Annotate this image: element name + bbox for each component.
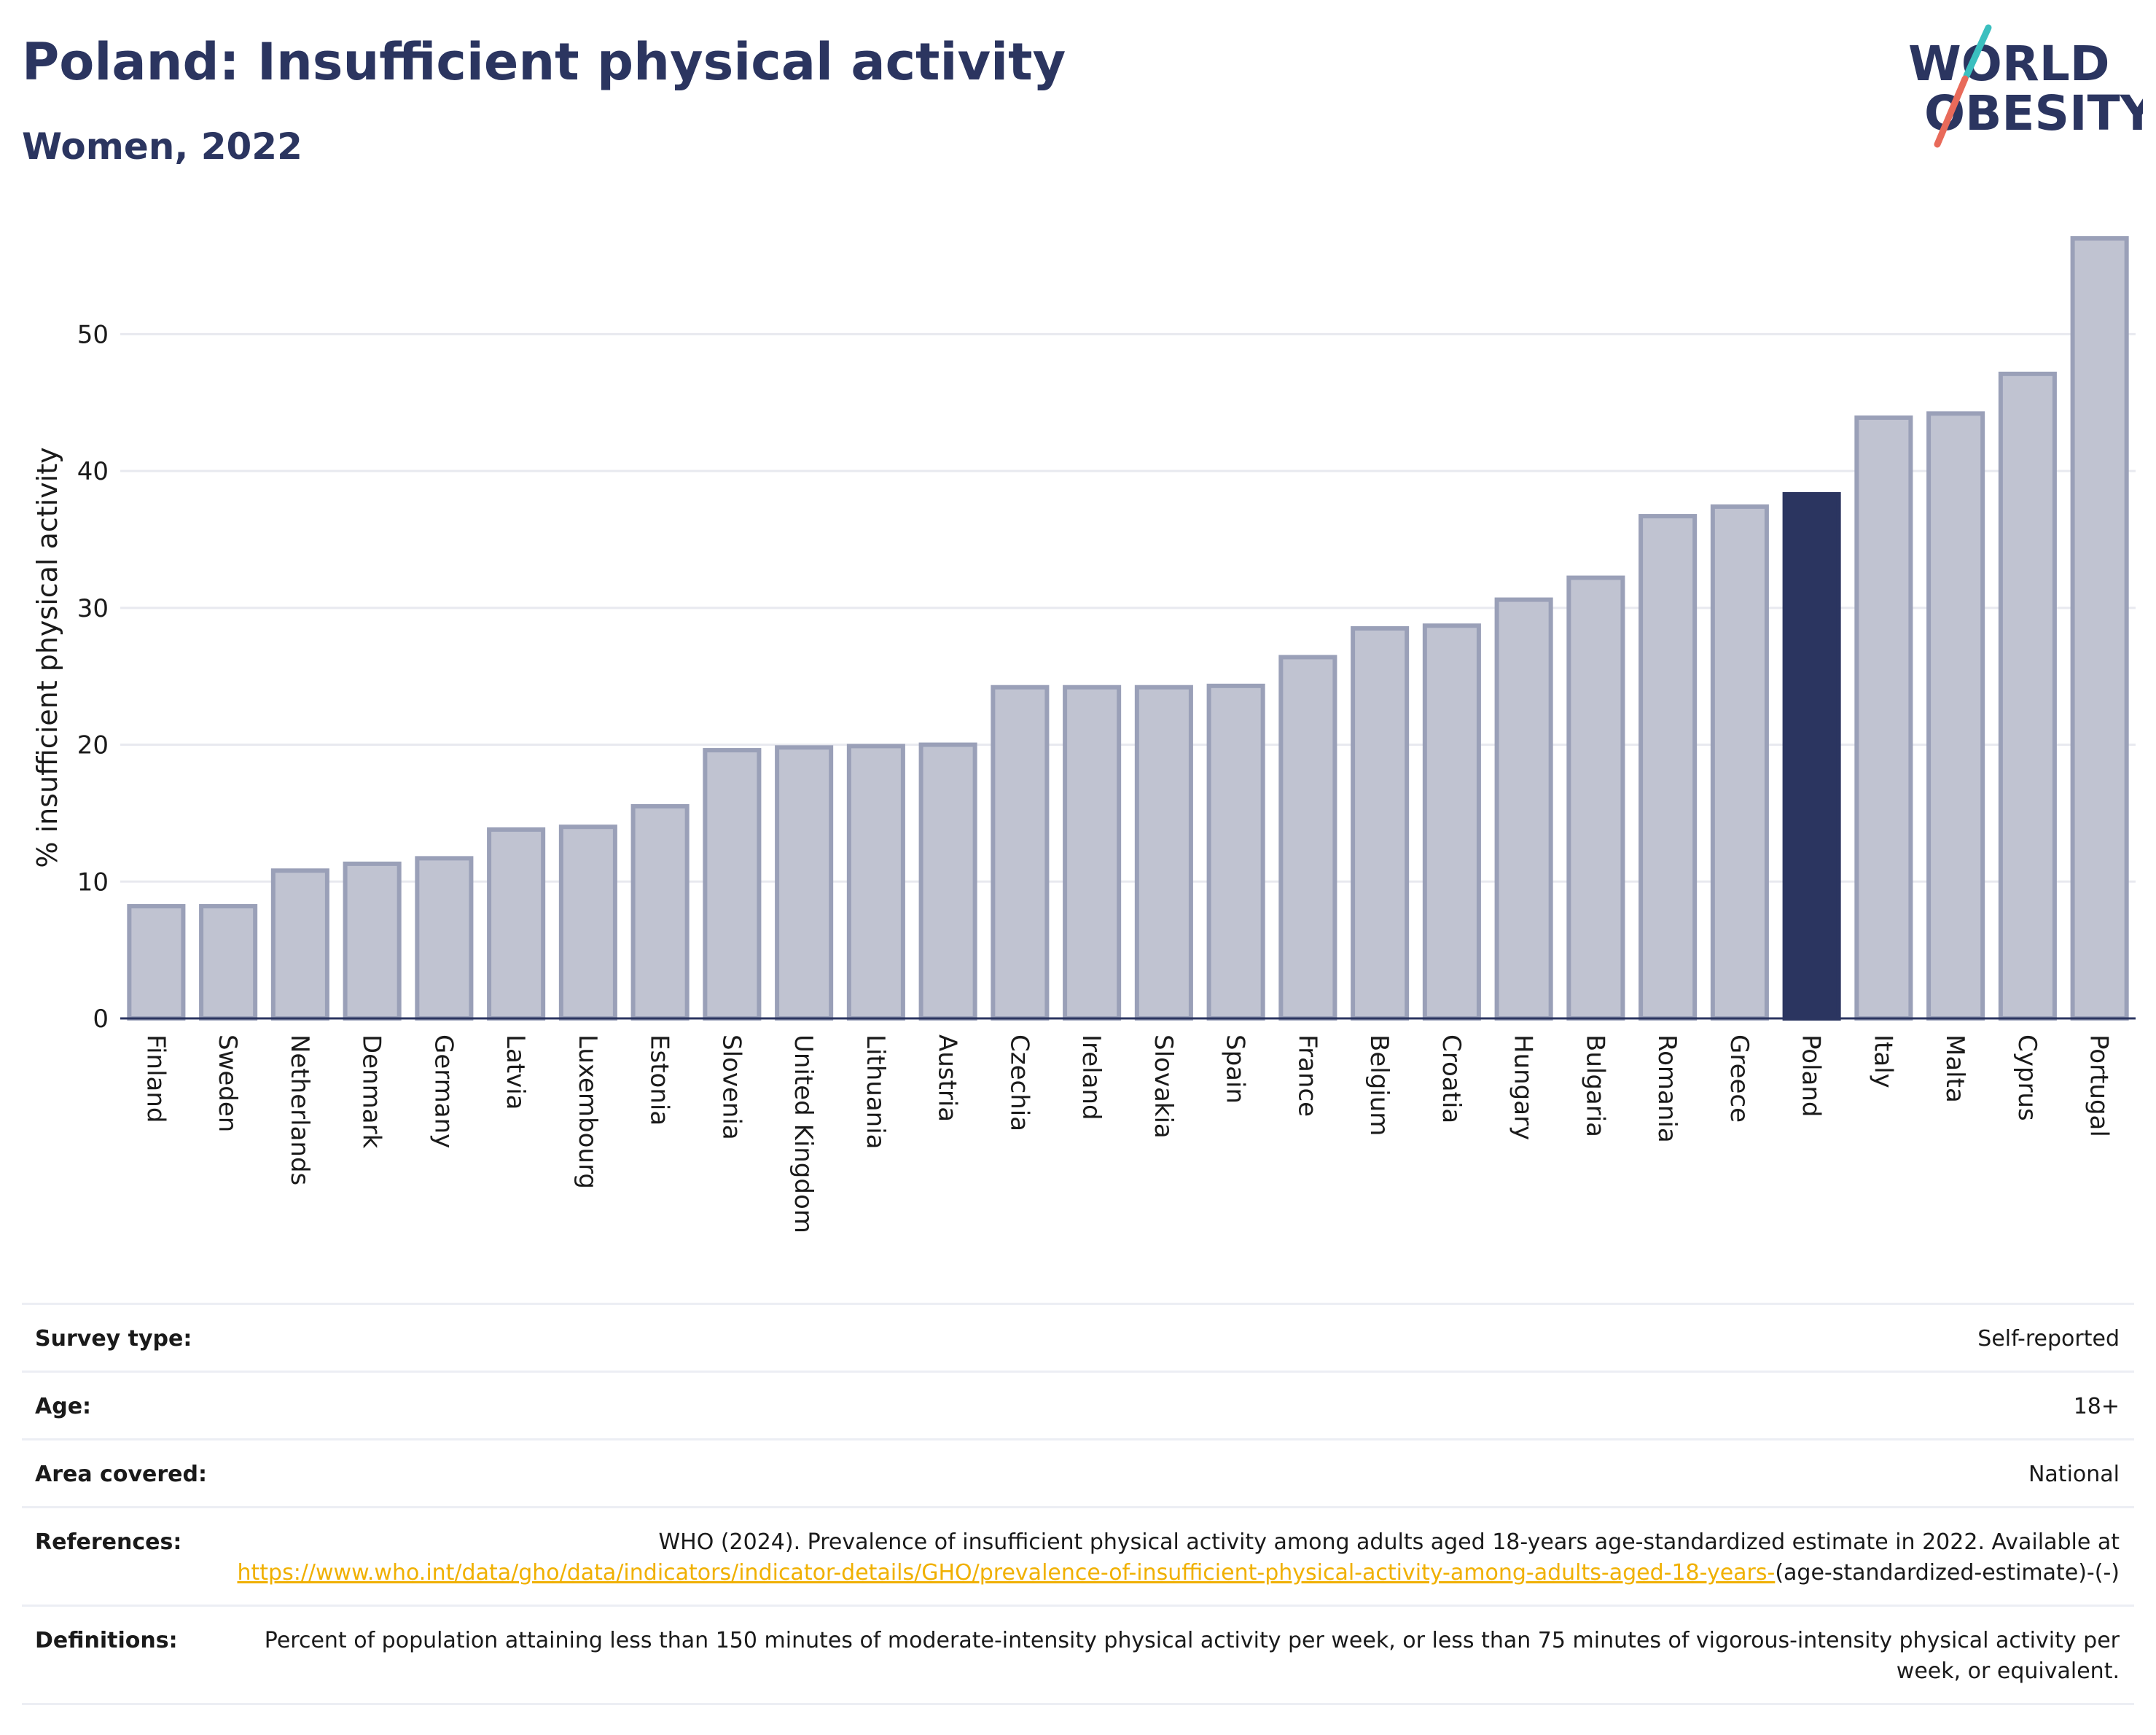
x-category-label: Ireland xyxy=(1077,1034,1106,1120)
bar-chart: 0 10 20 30 40 50 Finland Sweden Netherlands Denm… xyxy=(31,236,2136,1233)
x-category-label: Hungary xyxy=(1509,1034,1538,1140)
x-category-label: Portugal xyxy=(2085,1034,2114,1137)
y-tick-label: 30 xyxy=(77,594,109,623)
bar-czechia[interactable] xyxy=(991,685,1050,1021)
bar-estonia[interactable] xyxy=(630,804,690,1021)
bar-belgium[interactable] xyxy=(1351,626,1410,1021)
bar-romania[interactable] xyxy=(1639,514,1698,1021)
info-row-age: Age: 18+ xyxy=(22,1371,2134,1438)
bar-luxembourg[interactable] xyxy=(558,824,617,1021)
area-covered-label: Area covered: xyxy=(35,1462,207,1487)
x-category-label: Estonia xyxy=(645,1034,674,1126)
logo-word-world: WORLD xyxy=(1908,36,2110,92)
y-tick-label: 40 xyxy=(77,457,109,486)
x-category-label: Czechia xyxy=(1004,1034,1034,1131)
y-tick-label: 0 xyxy=(93,1005,109,1034)
y-tick-label: 50 xyxy=(77,320,109,349)
x-axis-categories: Finland Sweden Netherlands Denmark Germany La… xyxy=(141,1034,2113,1233)
bar-italy[interactable] xyxy=(1854,415,1913,1021)
survey-type-label: Survey type: xyxy=(35,1326,192,1352)
x-category-label: Poland xyxy=(1797,1034,1826,1118)
x-category-label: Spain xyxy=(1221,1034,1250,1104)
bar-slovenia[interactable] xyxy=(703,748,762,1021)
info-row-references: References: WHO (2024). Prevalence of in… xyxy=(22,1506,2134,1605)
bar-croatia[interactable] xyxy=(1422,623,1481,1021)
definitions-label: Definitions: xyxy=(35,1628,178,1653)
logo-slash-coral xyxy=(1934,75,1969,148)
x-category-label: Lithuania xyxy=(861,1034,890,1149)
bar-bulgaria[interactable] xyxy=(1566,575,1625,1021)
references-tail: (age-standardized-estimate)-(-) xyxy=(1775,1560,2120,1586)
x-category-label: Germany xyxy=(429,1034,458,1148)
bar-spain[interactable] xyxy=(1206,683,1265,1021)
bar-finland[interactable] xyxy=(127,904,186,1021)
references-label: References: xyxy=(35,1529,182,1555)
bar-united-kingdom[interactable] xyxy=(775,745,834,1021)
y-tick-label: 20 xyxy=(77,731,109,760)
chart-subtitle: Women, 2022 xyxy=(22,125,302,168)
bar-latvia[interactable] xyxy=(487,827,546,1021)
y-tick-label: 10 xyxy=(77,868,109,897)
age-label: Age: xyxy=(35,1394,92,1419)
area-covered-value: National xyxy=(2028,1462,2120,1487)
bar-france[interactable] xyxy=(1278,655,1337,1021)
info-table: Survey type: Self-reported Age: 18+ Area… xyxy=(22,1303,2134,1705)
x-category-label: Cyprus xyxy=(2012,1034,2042,1121)
bar-germany[interactable] xyxy=(415,856,474,1021)
x-category-label: Latvia xyxy=(501,1034,530,1110)
world-obesity-logo: WORLD OBESITY xyxy=(1908,24,2143,148)
references-link[interactable]: https://www.who.int/data/gho/data/indica… xyxy=(237,1560,1776,1586)
x-category-label: Slovenia xyxy=(716,1034,746,1140)
bar-malta[interactable] xyxy=(1926,411,1985,1021)
bar-hungary[interactable] xyxy=(1494,597,1553,1021)
bar-denmark[interactable] xyxy=(343,861,402,1021)
x-category-label: Netherlands xyxy=(285,1034,314,1185)
x-category-label: Finland xyxy=(141,1034,170,1123)
x-category-label: Denmark xyxy=(357,1034,386,1149)
definitions-value: Percent of population attaining less tha… xyxy=(264,1628,2120,1684)
bar-slovakia[interactable] xyxy=(1134,685,1193,1021)
x-category-label: Greece xyxy=(1725,1034,1754,1123)
age-value: 18+ xyxy=(2073,1394,2120,1419)
bar-netherlands[interactable] xyxy=(270,868,329,1021)
bar-sweden[interactable] xyxy=(199,904,258,1021)
bar-greece[interactable] xyxy=(1710,504,1769,1021)
x-category-label: Croatia xyxy=(1437,1034,1466,1123)
x-category-label: Sweden xyxy=(213,1034,242,1132)
chart-title: Poland: Insufficient physical activity xyxy=(22,32,1066,92)
x-category-label: United Kingdom xyxy=(789,1034,818,1233)
x-category-label: France xyxy=(1292,1034,1321,1117)
x-category-label: Bulgaria xyxy=(1580,1034,1609,1137)
x-category-label: Belgium xyxy=(1364,1034,1394,1136)
x-category-label: Luxembourg xyxy=(573,1034,602,1189)
y-axis-label: % insufficient physical activity xyxy=(31,447,63,868)
bar-ireland[interactable] xyxy=(1063,685,1122,1021)
logo-slash-teal xyxy=(1963,24,1992,79)
bar-austria[interactable] xyxy=(918,742,977,1021)
bar-lithuania[interactable] xyxy=(846,744,905,1021)
bars xyxy=(127,236,2129,1021)
x-category-label: Italy xyxy=(1868,1034,1897,1088)
bar-cyprus[interactable] xyxy=(1998,371,2057,1021)
bar-portugal[interactable] xyxy=(2070,236,2129,1021)
references-value: WHO (2024). Prevalence of insufficient p… xyxy=(225,1527,2120,1588)
y-axis-ticks: 0 10 20 30 40 50 xyxy=(77,320,109,1034)
x-category-label: Slovakia xyxy=(1149,1034,1178,1139)
info-row-definitions: Definitions: Percent of population attai… xyxy=(22,1605,2134,1705)
x-category-label: Austria xyxy=(933,1034,962,1122)
bar-poland[interactable] xyxy=(1782,492,1841,1021)
references-text: WHO (2024). Prevalence of insufficient p… xyxy=(658,1529,2120,1555)
info-row-survey: Survey type: Self-reported xyxy=(22,1303,2134,1371)
survey-type-value: Self-reported xyxy=(1977,1326,2120,1352)
x-category-label: Malta xyxy=(1940,1034,1969,1103)
x-category-label: Romania xyxy=(1652,1034,1682,1143)
info-row-area: Area covered: National xyxy=(22,1438,2134,1506)
